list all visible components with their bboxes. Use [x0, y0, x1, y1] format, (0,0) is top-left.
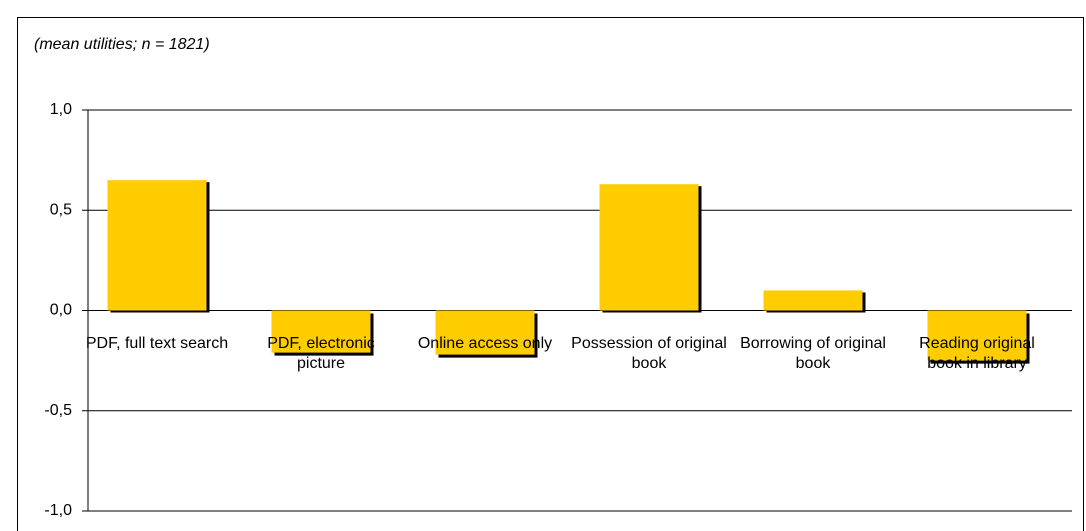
- y-tick-label: -0,5: [44, 402, 72, 419]
- bar: [435, 310, 535, 355]
- x-tick-label: Borrowing of original book: [740, 334, 886, 372]
- x-tick-label: PDF, full text search: [85, 334, 229, 352]
- x-tick-label: Online access only: [417, 334, 553, 352]
- x-tick-label: Possession of original book: [571, 334, 727, 372]
- bar: [599, 184, 699, 311]
- x-tick-label: Reading original book in library: [919, 334, 1035, 372]
- y-tick-label: 0,5: [50, 201, 72, 218]
- y-tick-label: -1,0: [44, 502, 72, 519]
- chart-subtitle: (mean utilities; n = 1821): [34, 36, 210, 53]
- y-tick-label: 1,0: [50, 101, 72, 118]
- bar: [763, 290, 863, 311]
- chart-border: [17, 17, 1084, 531]
- bar: [927, 310, 1027, 361]
- y-tick-label: 0,0: [50, 302, 72, 319]
- bar: [271, 310, 371, 353]
- bar: [107, 180, 207, 311]
- x-tick-label: PDF, electronic picture: [267, 334, 375, 372]
